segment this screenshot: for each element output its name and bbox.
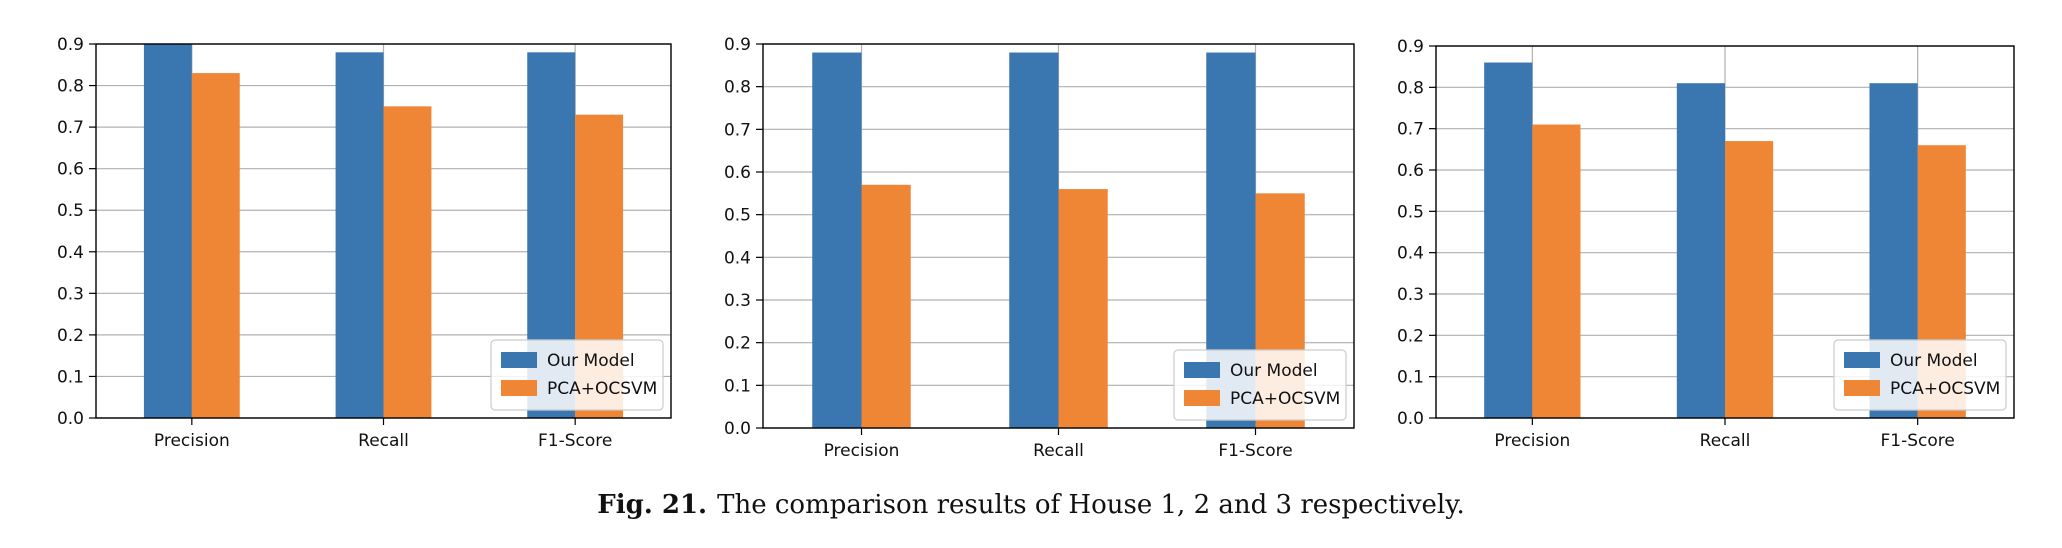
x-tick-label: Recall	[358, 431, 409, 451]
y-tick-label: 0.9	[57, 35, 84, 55]
x-tick-label: Precision	[1494, 431, 1570, 451]
bar-our-model-precision	[143, 44, 192, 418]
y-tick-label: 0.3	[1397, 285, 1424, 305]
figure-caption: Fig. 21. The comparison results of House …	[0, 490, 2062, 520]
legend-swatch	[501, 352, 537, 368]
legend: Our Model PCA+OCSVM	[1833, 339, 2007, 411]
y-tick-label: 0.7	[1397, 120, 1424, 140]
legend-swatch	[501, 380, 537, 396]
y-tick-label: 0.3	[724, 291, 751, 311]
legend-label: Our Model	[1890, 351, 1978, 371]
y-tick-label: 0.7	[724, 120, 751, 140]
y-tick-label: 0.5	[724, 206, 751, 226]
bar-our-model-recall	[1009, 52, 1059, 429]
y-tick-label: 0.2	[1397, 326, 1424, 346]
x-tick-label: Recall	[1033, 441, 1084, 461]
figure-caption-text: The comparison results of House 1, 2 and…	[717, 490, 1465, 520]
y-tick-label: 0.0	[57, 409, 84, 429]
bar-our-model-precision	[812, 52, 862, 429]
y-tick-label: 0.5	[1397, 202, 1424, 222]
y-tick-label: 0.6	[724, 163, 751, 183]
x-tick-label: F1-Score	[1880, 431, 1954, 451]
bar-pca-ocsvm-precision	[191, 73, 240, 418]
y-tick-label: 0.0	[724, 419, 751, 439]
chart-panel-3: 0.0 0.1 0.2 0.3 0.4 0.5 0.6 0.7 0.8 0.9 Precision R…	[1397, 37, 2015, 451]
legend-swatch	[1844, 352, 1880, 368]
y-tick-label: 0.4	[57, 243, 84, 263]
bar-pca-ocsvm-recall	[1725, 141, 1774, 419]
comparison-charts: 0.0 0.1 0.2 0.3 0.4 0.5 0.6 0.7 0.8 0.9 Precision R…	[57, 35, 2015, 461]
axes-frame	[95, 43, 672, 419]
chart-panel-1: 0.0 0.1 0.2 0.3 0.4 0.5 0.6 0.7 0.8 0.9 Precision R…	[57, 35, 672, 451]
y-tick-label: 0.4	[724, 248, 751, 268]
bar-our-model-precision	[1484, 62, 1533, 419]
bar-pca-ocsvm-recall	[1058, 189, 1108, 428]
bar-our-model-recall	[1676, 83, 1725, 418]
bar-pca-ocsvm-precision	[861, 184, 911, 428]
y-tick-label: 0.6	[57, 160, 84, 180]
y-tick-label: 0.1	[724, 376, 751, 396]
legend: Our Model PCA+OCSVM	[490, 339, 664, 411]
y-tick-label: 0.5	[57, 201, 84, 221]
legend-swatch	[1844, 380, 1880, 396]
y-tick-label: 0.2	[57, 326, 84, 346]
legend-swatch	[1184, 390, 1220, 406]
legend-label: Our Model	[1230, 361, 1318, 381]
bar-pca-ocsvm-precision	[1532, 124, 1581, 419]
legend-label: PCA+OCSVM	[547, 379, 657, 399]
x-tick-label: Recall	[1700, 431, 1751, 451]
y-tick-label: 0.9	[724, 35, 751, 55]
legend-label: Our Model	[547, 351, 635, 371]
x-tick-label: Precision	[824, 441, 900, 461]
y-tick-label: 0.2	[724, 334, 751, 354]
y-tick-label: 0.0	[1397, 409, 1424, 429]
bar-pca-ocsvm-recall	[383, 106, 432, 418]
chart-panel-2: 0.0 0.1 0.2 0.3 0.4 0.5 0.6 0.7 0.8 0.9 Precision R…	[724, 35, 1355, 461]
legend-label: PCA+OCSVM	[1890, 379, 2000, 399]
y-tick-label: 0.6	[1397, 161, 1424, 181]
y-tick-label: 0.8	[1397, 78, 1424, 98]
y-tick-label: 0.3	[57, 284, 84, 304]
legend-swatch	[1184, 362, 1220, 378]
y-tick-label: 0.8	[724, 78, 751, 98]
x-tick-label: F1-Score	[1218, 441, 1292, 461]
y-tick-label: 0.1	[57, 367, 84, 387]
bar-our-model-recall	[335, 52, 384, 419]
y-tick-label: 0.7	[57, 118, 84, 138]
x-tick-label: F1-Score	[538, 431, 612, 451]
axes-frame	[1435, 45, 2015, 419]
axes-frame	[762, 43, 1355, 429]
x-tick-label: Precision	[154, 431, 230, 451]
y-tick-label: 0.9	[1397, 37, 1424, 57]
legend-label: PCA+OCSVM	[1230, 389, 1340, 409]
legend: Our Model PCA+OCSVM	[1173, 349, 1347, 421]
y-tick-label: 0.4	[1397, 244, 1424, 264]
figure-label: Fig. 21.	[597, 490, 708, 520]
y-tick-label: 0.1	[1397, 368, 1424, 388]
y-tick-label: 0.8	[57, 77, 84, 97]
